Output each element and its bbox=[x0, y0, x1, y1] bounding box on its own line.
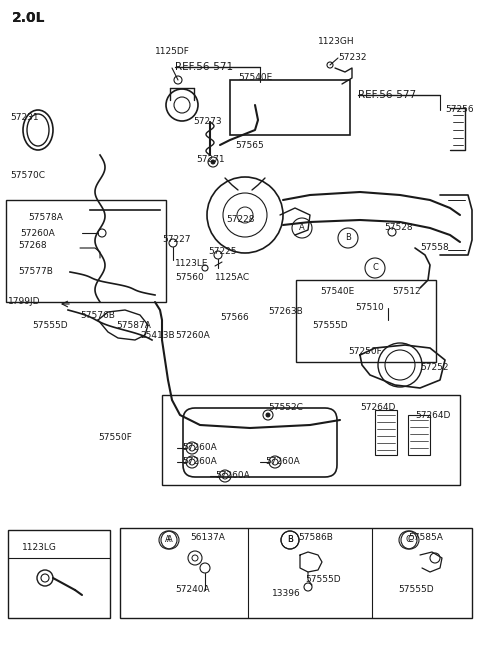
Text: 57586B: 57586B bbox=[298, 534, 333, 542]
Bar bbox=[120, 528, 472, 618]
Text: 57263B: 57263B bbox=[268, 307, 303, 316]
Text: 57260A: 57260A bbox=[20, 229, 55, 238]
Text: 57565: 57565 bbox=[235, 141, 264, 149]
Text: 57232: 57232 bbox=[338, 54, 367, 62]
Text: 57252: 57252 bbox=[420, 364, 448, 373]
Bar bbox=[230, 80, 350, 135]
Text: 57268: 57268 bbox=[18, 242, 47, 250]
Text: 1123GH: 1123GH bbox=[318, 37, 355, 47]
Text: 57260A: 57260A bbox=[215, 472, 250, 481]
Text: 57550F: 57550F bbox=[98, 434, 132, 443]
Bar bbox=[8, 530, 110, 618]
Text: 1123LE: 1123LE bbox=[175, 259, 208, 267]
Text: 1125DF: 1125DF bbox=[155, 48, 190, 56]
Text: A: A bbox=[299, 223, 305, 233]
Text: 57576B: 57576B bbox=[80, 310, 115, 320]
Text: 57540E: 57540E bbox=[238, 73, 272, 83]
Text: 56137A: 56137A bbox=[190, 534, 225, 542]
Text: 57273: 57273 bbox=[193, 117, 222, 126]
Text: 57250F: 57250F bbox=[348, 348, 382, 356]
Text: 57570C: 57570C bbox=[10, 170, 45, 179]
Text: 57560: 57560 bbox=[175, 274, 204, 282]
Text: 2.0L: 2.0L bbox=[12, 11, 46, 25]
Bar bbox=[296, 280, 436, 362]
Text: 57256: 57256 bbox=[445, 105, 474, 115]
Text: 57271: 57271 bbox=[196, 155, 225, 164]
Text: 2.0L: 2.0L bbox=[12, 11, 46, 25]
Text: B: B bbox=[287, 536, 293, 544]
Text: 57240A: 57240A bbox=[175, 586, 210, 595]
Bar bbox=[408, 415, 430, 455]
Text: C: C bbox=[405, 536, 411, 544]
Text: B: B bbox=[345, 233, 351, 242]
Text: 57577B: 57577B bbox=[18, 267, 53, 276]
Bar bbox=[162, 395, 460, 485]
Circle shape bbox=[211, 160, 215, 164]
Text: 57264D: 57264D bbox=[415, 411, 450, 419]
Text: 57260A: 57260A bbox=[182, 443, 217, 453]
Text: 57228: 57228 bbox=[226, 215, 254, 225]
Text: 25413B: 25413B bbox=[140, 331, 175, 339]
Text: C: C bbox=[407, 536, 413, 544]
Text: 57260A: 57260A bbox=[175, 331, 210, 339]
Bar bbox=[6, 200, 166, 302]
Circle shape bbox=[266, 413, 270, 417]
Text: 57555D: 57555D bbox=[32, 320, 68, 329]
Text: 1123LG: 1123LG bbox=[22, 544, 57, 553]
Text: 13396: 13396 bbox=[272, 588, 301, 597]
Text: 57260A: 57260A bbox=[182, 457, 217, 466]
Text: REF.56-577: REF.56-577 bbox=[358, 90, 416, 100]
Text: 57552C: 57552C bbox=[268, 403, 303, 413]
Text: 57512: 57512 bbox=[392, 288, 420, 297]
Text: 1799JD: 1799JD bbox=[8, 297, 40, 307]
Text: 1125AC: 1125AC bbox=[215, 274, 250, 282]
Text: 57528: 57528 bbox=[384, 223, 413, 233]
Text: 57555D: 57555D bbox=[398, 586, 433, 595]
Text: 57558: 57558 bbox=[420, 244, 449, 252]
Bar bbox=[375, 410, 397, 455]
Text: 57227: 57227 bbox=[162, 236, 191, 244]
Text: 57264D: 57264D bbox=[360, 403, 396, 413]
Text: 57566: 57566 bbox=[220, 314, 249, 322]
Text: 57555D: 57555D bbox=[305, 576, 341, 584]
Text: 57225: 57225 bbox=[208, 248, 237, 257]
Text: 57578A: 57578A bbox=[28, 214, 63, 223]
Text: 57260A: 57260A bbox=[265, 457, 300, 466]
Text: 57587A: 57587A bbox=[116, 320, 151, 329]
Text: 57231: 57231 bbox=[10, 113, 38, 122]
Text: 57585A: 57585A bbox=[408, 534, 443, 542]
Text: B: B bbox=[287, 536, 293, 544]
Text: 57555D: 57555D bbox=[312, 320, 348, 329]
Text: REF.56-571: REF.56-571 bbox=[175, 62, 233, 72]
Text: 57540E: 57540E bbox=[320, 288, 354, 297]
Text: A: A bbox=[165, 536, 171, 544]
Text: C: C bbox=[372, 263, 378, 272]
Text: 57510: 57510 bbox=[355, 303, 384, 312]
Text: A: A bbox=[167, 536, 173, 544]
